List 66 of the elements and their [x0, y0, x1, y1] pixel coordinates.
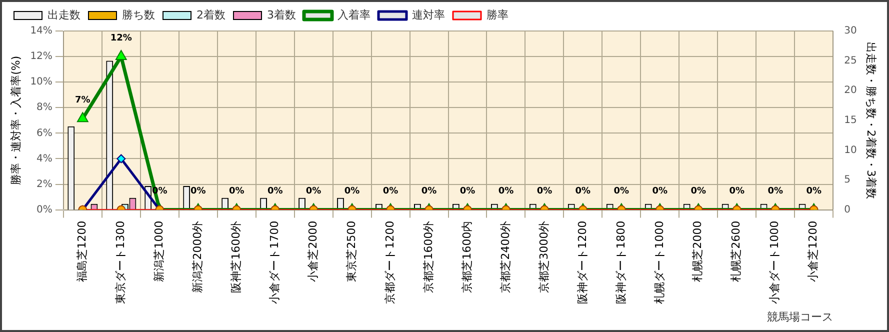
- x-tick-label: 福島芝1200: [76, 220, 89, 282]
- y-axis-title: 勝率・連対率・入着率(%): [9, 56, 22, 185]
- data-label: 0%: [344, 186, 360, 197]
- y2-tick-label: 10: [844, 144, 857, 156]
- x-tick-label: 札幌芝2000: [691, 220, 704, 282]
- y2-tick-label: 25: [844, 55, 857, 66]
- data-label: 0%: [228, 186, 244, 197]
- data-label: 0%: [382, 186, 398, 197]
- y-tick-label: 8%: [36, 102, 52, 114]
- x-tick-label: 阪神芝1600外: [229, 220, 242, 293]
- x-tick-label: 京都芝2400外: [498, 220, 512, 293]
- x-tick-label: 京都ダート1200: [383, 220, 396, 304]
- x-tick-label: 小倉ダート1700: [268, 220, 281, 304]
- x-tick-label: 東京ダート1300: [114, 220, 128, 304]
- data-label: 12%: [110, 33, 132, 44]
- x-tick-label: 京都芝1600外: [422, 220, 435, 293]
- y2-tick-label: 30: [844, 26, 857, 37]
- data-label: 7%: [75, 95, 90, 106]
- y2-axis-title: 出走数・勝ち数・2着数・3着数: [864, 42, 878, 199]
- x-tick-label: 札幌芝2600: [730, 220, 743, 282]
- legend-label: 入着率: [337, 8, 370, 22]
- data-label: 0%: [575, 186, 591, 197]
- legend-label: 勝ち数: [122, 8, 155, 22]
- data-label: 0%: [460, 186, 476, 197]
- x-tick-label: 京都芝3000外: [537, 220, 550, 293]
- y-tick-label: 10%: [30, 76, 52, 88]
- data-label: 0%: [690, 186, 706, 197]
- y-tick-label: 12%: [30, 51, 52, 62]
- point: [115, 50, 127, 60]
- legend-label: 3着数: [267, 8, 296, 22]
- data-label: 0%: [652, 186, 668, 197]
- y2-tick-label: 0: [844, 204, 850, 216]
- data-label: 0%: [768, 186, 783, 197]
- x-tick-label: 小倉芝2000: [306, 220, 320, 282]
- x-tick-label: 東京芝2500: [344, 220, 358, 282]
- y2-tick-label: 20: [844, 85, 857, 96]
- x-tick-label: 小倉ダート1000: [768, 220, 782, 304]
- x-tick-label: 京都芝1600内: [460, 220, 474, 293]
- y-tick-label: 14%: [30, 26, 52, 37]
- legend-label: 出走数: [48, 8, 80, 22]
- x-tick-label: 阪神ダート1800: [614, 220, 628, 304]
- y2-tick-label: 5: [844, 174, 850, 186]
- x-axis-title: 競馬場コース: [767, 310, 834, 324]
- x-tick-label: 新潟芝2000外: [190, 220, 204, 293]
- legend-label: 連対率: [412, 8, 445, 22]
- data-label: 0%: [421, 186, 437, 197]
- x-tick-label: 新潟芝1000: [152, 220, 166, 282]
- data-label: 0%: [614, 186, 630, 197]
- x-tick-label: 阪神ダート1200: [576, 220, 589, 304]
- x-tick-label: 小倉芝1200: [806, 220, 820, 282]
- y-tick-label: 0%: [36, 204, 52, 216]
- y-tick-label: 6%: [36, 128, 52, 139]
- data-label: 0%: [306, 186, 322, 197]
- legend-label: 2着数: [196, 8, 226, 22]
- data-label: 0%: [729, 186, 745, 197]
- legend-label: 勝率: [486, 8, 508, 22]
- x-tick-label: 札幌ダート1000: [652, 220, 666, 304]
- y-tick-label: 4%: [36, 153, 52, 164]
- y2-tick-label: 15: [844, 114, 857, 126]
- data-label: 0%: [190, 186, 206, 197]
- y-tick-label: 2%: [36, 178, 52, 190]
- point: [76, 112, 88, 122]
- data-label: 0%: [498, 186, 514, 197]
- data-label: 0%: [536, 186, 552, 197]
- data-label: 0%: [267, 186, 283, 197]
- data-label: 0%: [806, 186, 822, 197]
